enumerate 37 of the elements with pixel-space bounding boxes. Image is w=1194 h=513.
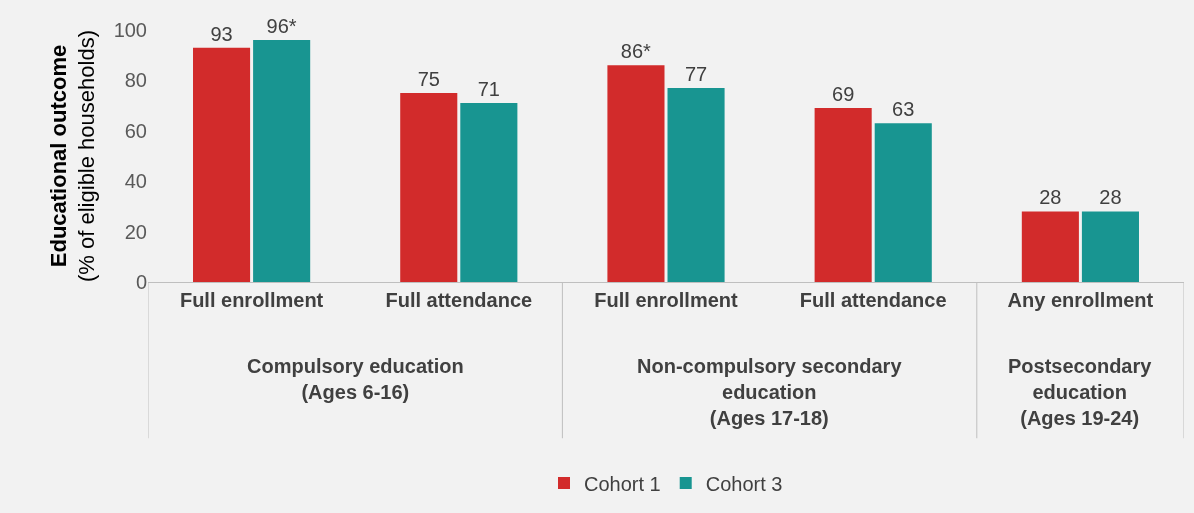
bar (1081, 211, 1139, 282)
y-axis-title: Educational outcome (% of eligible households) (45, 30, 100, 282)
y-tick-label: 20 (124, 220, 147, 243)
bar (874, 123, 932, 282)
x-tick-label: Full attendance (799, 289, 947, 311)
bar (400, 93, 458, 282)
data-label: 28 (1099, 186, 1122, 209)
data-label: 69 (832, 83, 855, 106)
bar (1021, 211, 1079, 282)
data-label: 28 (1039, 186, 1062, 209)
y-tick-label: 0 (135, 271, 147, 293)
legend-label: Cohort 3 (705, 472, 783, 495)
bar (460, 103, 518, 282)
bar (253, 40, 311, 282)
x-tick-label: Full attendance (385, 289, 533, 311)
y-tick-label: 100 (113, 19, 147, 41)
bar (667, 87, 725, 282)
legend-label: Cohort 1 (584, 472, 661, 495)
y-tick-label: 80 (124, 69, 147, 92)
bar (814, 108, 872, 282)
x-tick-label: Full enrollment (594, 289, 739, 311)
text: Non-compulsory secondary education (Ages 17-18) (637, 355, 903, 429)
text: Compulsory education (Ages 6-16) (247, 355, 464, 403)
bar (607, 65, 665, 282)
x-tick-label: Full enrollment (179, 289, 324, 311)
y-tick-label: 60 (124, 119, 147, 142)
data-label: 71 (477, 78, 500, 101)
data-label: 63 (892, 98, 915, 121)
y-tick-label: 40 (124, 170, 147, 193)
data-label: 93 (210, 22, 233, 45)
x-tick-label: Any enrollment (1007, 289, 1154, 311)
data-label: 75 (417, 68, 440, 90)
data-label: 86* (620, 40, 652, 63)
bar (193, 47, 251, 282)
text: Postsecondary education (Ages 19-24) (1008, 355, 1153, 429)
data-label: 77 (684, 62, 708, 85)
data-label: 96* (266, 15, 297, 38)
